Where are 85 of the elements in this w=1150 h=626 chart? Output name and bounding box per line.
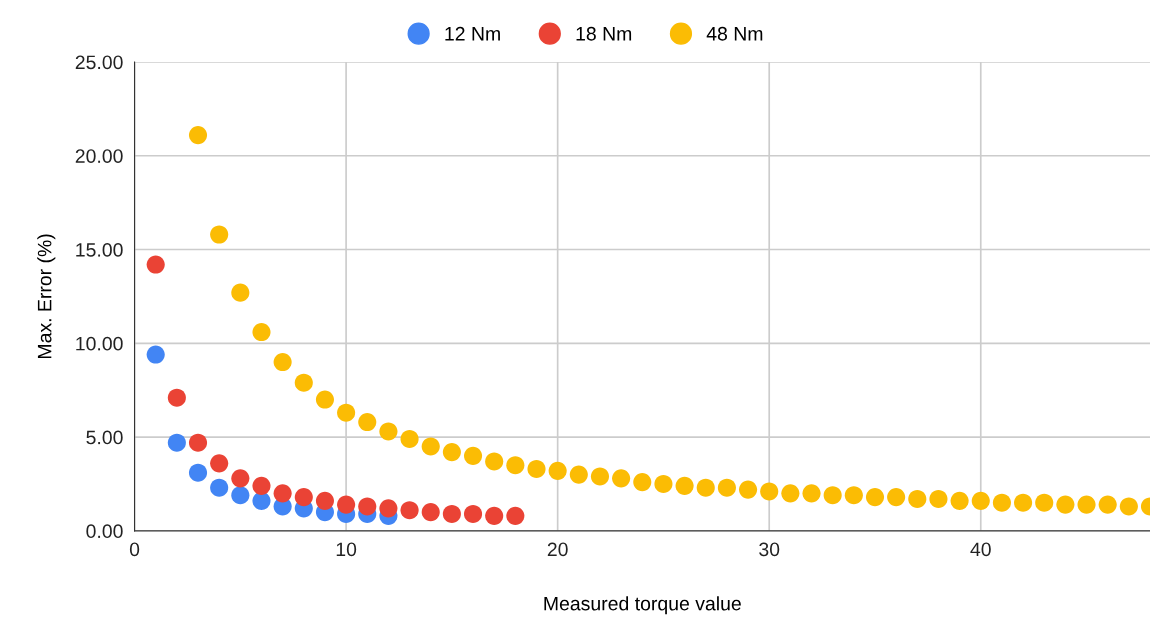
x-tick-label: 20 bbox=[547, 542, 568, 557]
point bbox=[315, 491, 334, 510]
point bbox=[210, 478, 229, 497]
point bbox=[167, 433, 186, 452]
x-tick-label: 30 bbox=[759, 542, 780, 557]
point bbox=[294, 488, 313, 507]
point bbox=[252, 476, 271, 495]
point bbox=[358, 413, 377, 432]
point bbox=[210, 225, 229, 244]
point bbox=[463, 446, 483, 465]
point bbox=[971, 491, 990, 510]
x-tick-label: 0 bbox=[129, 542, 140, 557]
point bbox=[400, 501, 419, 520]
point bbox=[527, 459, 546, 479]
x-tick-label: 10 bbox=[336, 542, 357, 557]
point bbox=[337, 495, 356, 514]
point bbox=[231, 283, 250, 302]
point bbox=[1077, 495, 1096, 514]
y-tick-label: 5.00 bbox=[86, 430, 123, 445]
point bbox=[188, 433, 208, 452]
point bbox=[1014, 493, 1033, 512]
y-tick-label: 10.00 bbox=[76, 336, 123, 351]
point bbox=[252, 322, 271, 342]
point bbox=[442, 443, 461, 462]
legend-label: 12 Nm bbox=[445, 26, 500, 41]
point bbox=[358, 497, 377, 516]
point bbox=[654, 474, 673, 494]
point bbox=[992, 493, 1011, 512]
point bbox=[633, 473, 652, 492]
point bbox=[908, 489, 927, 509]
point bbox=[485, 506, 504, 525]
point bbox=[802, 484, 821, 503]
point bbox=[506, 506, 525, 525]
point bbox=[696, 478, 715, 497]
point bbox=[548, 461, 567, 480]
y-axis-title: Max. Error (%) bbox=[37, 234, 56, 359]
point bbox=[929, 489, 948, 509]
y-tick-label: 0.00 bbox=[86, 524, 123, 539]
point bbox=[950, 491, 969, 510]
point bbox=[590, 467, 610, 486]
point bbox=[485, 452, 504, 471]
legend-label: 48 Nm bbox=[706, 26, 763, 41]
point bbox=[823, 486, 842, 505]
legend-label: 18 Nm bbox=[576, 26, 632, 41]
point bbox=[231, 469, 250, 488]
point bbox=[1035, 493, 1054, 512]
point bbox=[781, 484, 800, 503]
point bbox=[337, 403, 356, 422]
point bbox=[421, 503, 440, 522]
point bbox=[1119, 497, 1138, 516]
point bbox=[188, 126, 208, 145]
point bbox=[569, 465, 588, 484]
point bbox=[400, 429, 419, 448]
point bbox=[717, 478, 736, 497]
point bbox=[506, 456, 525, 475]
point bbox=[421, 437, 440, 456]
point bbox=[379, 499, 398, 518]
point bbox=[379, 422, 398, 441]
point bbox=[188, 463, 208, 482]
point bbox=[675, 476, 694, 495]
x-tick-label: 40 bbox=[970, 542, 991, 557]
point bbox=[865, 488, 885, 507]
point bbox=[887, 488, 906, 507]
point bbox=[844, 486, 863, 505]
point bbox=[294, 373, 313, 392]
point bbox=[273, 353, 292, 372]
point bbox=[146, 345, 165, 364]
point bbox=[1098, 495, 1117, 514]
point bbox=[739, 480, 758, 499]
y-tick-label: 15.00 bbox=[76, 242, 123, 257]
point bbox=[612, 469, 631, 488]
point bbox=[1056, 495, 1075, 514]
y-tick-label: 25.00 bbox=[75, 55, 123, 70]
point bbox=[273, 484, 292, 503]
point bbox=[146, 255, 165, 274]
point bbox=[315, 390, 334, 409]
point bbox=[463, 504, 483, 524]
point bbox=[210, 454, 229, 473]
point bbox=[167, 388, 186, 407]
x-axis-title: Measured torque value bbox=[544, 596, 741, 615]
point bbox=[231, 486, 250, 505]
point bbox=[760, 482, 779, 501]
y-tick-label: 20.00 bbox=[75, 149, 123, 163]
point bbox=[442, 504, 461, 524]
point bbox=[252, 491, 271, 510]
